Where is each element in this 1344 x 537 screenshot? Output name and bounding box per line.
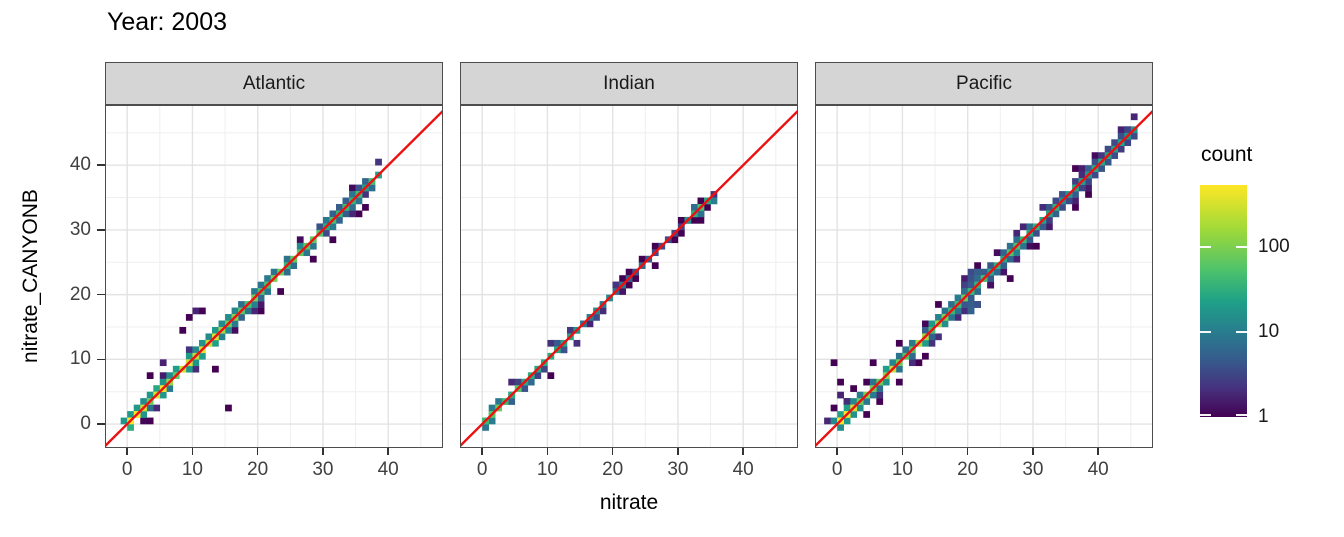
y-tick-mark: [97, 423, 105, 425]
x-tick-label: 40: [1087, 459, 1109, 480]
legend-tick-mark: [1236, 414, 1247, 417]
x-tick-label: 0: [831, 459, 843, 480]
x-tick-label: 0: [121, 459, 133, 480]
x-tick-label: 20: [602, 459, 624, 480]
x-tick-mark: [611, 448, 614, 455]
panel-atlantic: [105, 105, 443, 448]
x-tick-mark: [677, 448, 679, 455]
legend-label-1: 1: [1258, 406, 1269, 427]
y-tick-mark: [97, 293, 105, 296]
legend-label-100: 100: [1258, 236, 1290, 257]
x-tick-mark: [836, 448, 838, 455]
panel-pacific: [815, 105, 1153, 448]
x-tick-label: 40: [732, 459, 754, 480]
legend-tick-mark: [1200, 246, 1211, 249]
panel-indian: [460, 105, 798, 448]
x-tick-mark: [742, 448, 744, 455]
x-tick-label: 20: [247, 459, 269, 480]
x-tick-label: 10: [181, 459, 203, 480]
panel-canvas-pacific: [815, 105, 1153, 448]
legend-tick-mark: [1236, 246, 1247, 249]
x-tick-mark: [481, 448, 483, 455]
x-tick-label: 30: [1022, 459, 1044, 480]
plot-title: Year: 2003: [107, 8, 228, 36]
y-tick-label: 0: [80, 413, 91, 435]
x-tick-label: 10: [891, 459, 913, 480]
y-tick-mark: [97, 229, 105, 231]
x-tick-label: 40: [377, 459, 399, 480]
legend-tick-mark: [1200, 414, 1211, 417]
x-tick-mark: [1097, 448, 1099, 455]
x-tick-mark: [546, 448, 549, 455]
y-tick-label: 40: [69, 154, 91, 176]
x-tick-mark: [322, 448, 324, 455]
x-tick-mark: [901, 448, 904, 455]
y-tick-label: 30: [69, 218, 91, 240]
x-tick-label: 30: [667, 459, 689, 480]
x-tick-label: 20: [957, 459, 979, 480]
x-tick-label: 30: [312, 459, 334, 480]
facet-strip-pacific: Pacific: [815, 62, 1153, 105]
legend-label-10: 10: [1258, 321, 1280, 342]
y-axis-title: nitrate_CANYONB: [19, 189, 42, 363]
x-tick-mark: [126, 448, 128, 455]
facet-strip-indian: Indian: [460, 62, 798, 105]
x-tick-label: 0: [476, 459, 488, 480]
legend-tick-mark: [1236, 331, 1247, 334]
facet-strip-label: Atlantic: [242, 72, 306, 94]
facet-strip-atlantic: Atlantic: [105, 62, 443, 105]
x-tick-mark: [1032, 448, 1034, 455]
facet-strip-label: Pacific: [956, 72, 1012, 94]
panel-canvas-atlantic: [105, 105, 443, 448]
y-tick-mark: [97, 164, 105, 166]
x-axis-title: nitrate: [599, 491, 659, 514]
panel-canvas-indian: [460, 105, 798, 448]
legend-tick-mark: [1200, 331, 1211, 334]
x-tick-mark: [191, 448, 194, 455]
x-tick-mark: [966, 448, 969, 455]
x-tick-mark: [256, 448, 259, 455]
y-tick-label: 20: [69, 283, 91, 305]
y-tick-label: 10: [69, 348, 91, 370]
x-tick-label: 10: [536, 459, 558, 480]
facet-strip-label: Indian: [603, 72, 655, 94]
legend-colorbar: [1200, 185, 1247, 417]
x-tick-mark: [387, 448, 389, 455]
legend-title: count: [1201, 143, 1253, 166]
y-tick-mark: [97, 358, 105, 361]
